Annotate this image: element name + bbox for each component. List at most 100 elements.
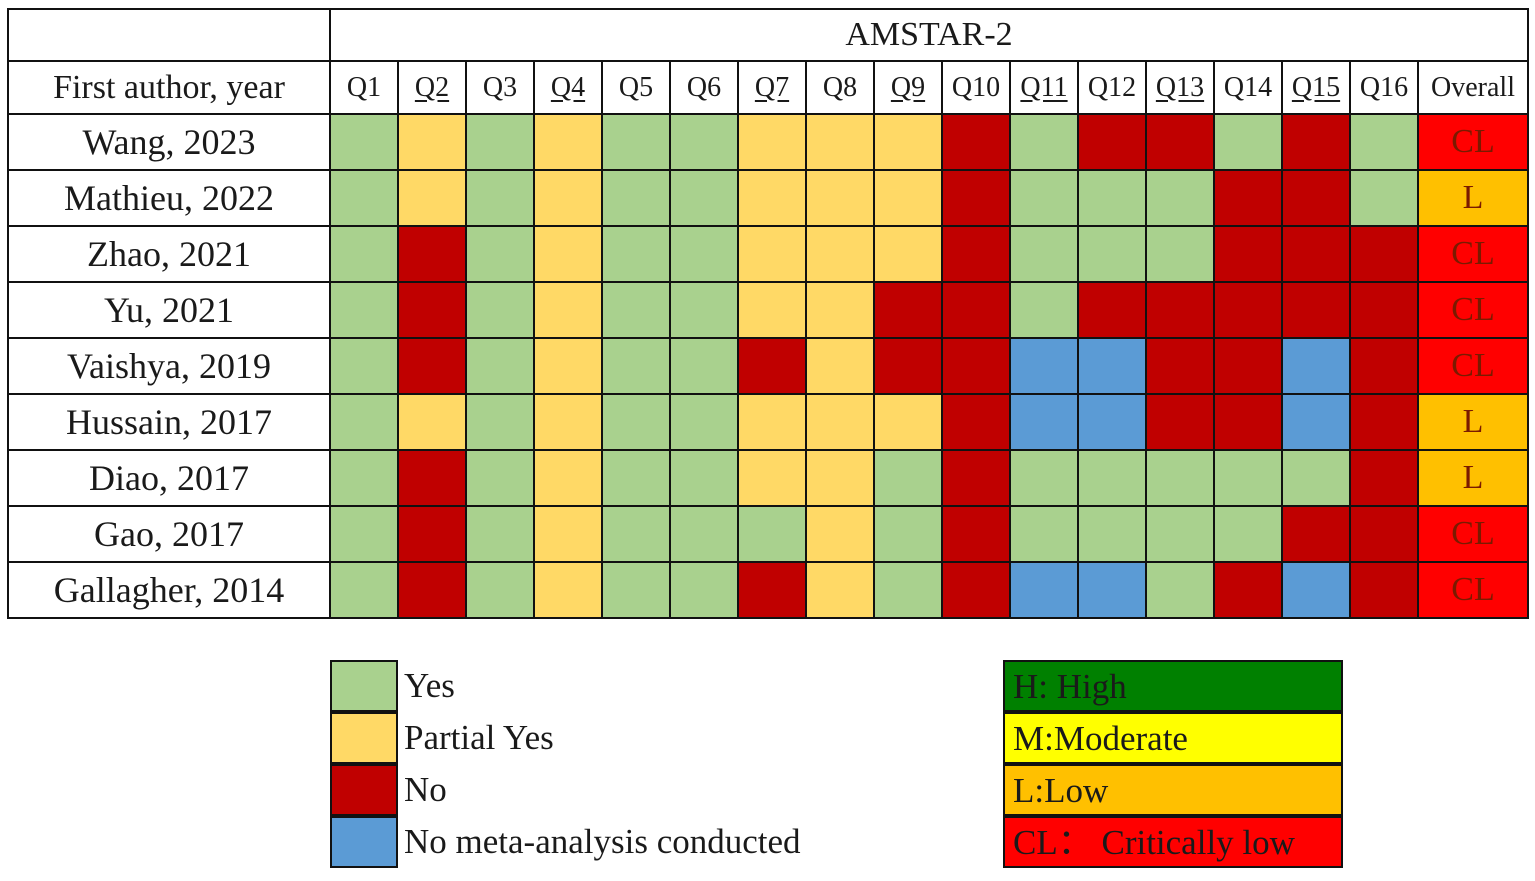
column-label: Q14 [1223,71,1273,103]
author-cell: Wang, 2023 [7,113,331,171]
rating-cell [397,113,467,171]
author-label: Gao, 2017 [94,514,244,554]
author-cell: Zhao, 2021 [7,225,331,283]
author-label: Gallagher, 2014 [53,570,285,610]
rating-cell [669,449,739,507]
column-header-q10: Q10 [941,60,1011,115]
rating-cell [1281,169,1351,227]
rating-cell [1145,561,1215,619]
rating-cell [1145,113,1215,171]
rating-cell [533,225,603,283]
rating-cell [1213,169,1283,227]
column-header-q15: Q15 [1281,60,1351,115]
column-header-q4: Q4 [533,60,603,115]
rating-cell [737,281,807,339]
rating-cell [941,449,1011,507]
legend-swatch-py [330,712,398,764]
rating-cell [1349,225,1419,283]
author-cell: Vaishya, 2019 [7,337,331,395]
rating-cell [397,169,467,227]
rating-cell [1281,225,1351,283]
rating-cell [1077,393,1147,451]
rating-cell [1281,449,1351,507]
rating-cell [1281,393,1351,451]
rating-cell [533,505,603,563]
column-label: Q8 [822,71,858,103]
rating-cell [1145,505,1215,563]
legend-label: No meta-analysis conducted [404,822,801,861]
rating-cell [669,169,739,227]
overall-label: L [1462,459,1484,496]
rating-cell [1281,113,1351,171]
author-cell: Diao, 2017 [7,449,331,507]
author-cell: Mathieu, 2022 [7,169,331,227]
author-cell: Yu, 2021 [7,281,331,339]
rating-cell [1077,225,1147,283]
rating-cell [1145,393,1215,451]
legend-swatch-y [330,660,398,712]
rating-cell [1077,113,1147,171]
rating-cell [1349,449,1419,507]
rating-cell [1077,561,1147,619]
overall-cell: CL [1417,505,1529,563]
rating-cell [1145,169,1215,227]
row-header-cell: First author, year [7,60,331,115]
rating-legend-l: L:Low [1003,764,1343,816]
column-label: Q4 [550,71,586,103]
rating-legend-cl: CL： Critically low [1003,816,1343,868]
rating-cell [1281,505,1351,563]
author-label: Mathieu, 2022 [64,178,274,218]
rating-cell [873,561,943,619]
rating-cell [1009,561,1079,619]
rating-cell [465,225,535,283]
overall-cell: CL [1417,113,1529,171]
rating-cell [669,561,739,619]
rating-cell [465,505,535,563]
rating-cell [1145,225,1215,283]
column-label: Q7 [754,71,790,103]
rating-cell [397,561,467,619]
rating-cell [737,505,807,563]
rating-cell [941,281,1011,339]
overall-label: L [1462,403,1484,440]
rating-cell [601,505,671,563]
overall-label: CL [1451,347,1495,384]
rating-cell [873,113,943,171]
column-header-q2: Q2 [397,60,467,115]
rating-cell [533,561,603,619]
rating-legend-h: H: High [1003,660,1343,712]
overall-cell: CL [1417,225,1529,283]
rating-cell [873,281,943,339]
overall-cell: CL [1417,281,1529,339]
rating-cell [1145,281,1215,339]
rating-cell [397,225,467,283]
column-label: Q6 [686,71,722,103]
title-cell: AMSTAR-2 [329,8,1529,62]
column-label: Q10 [951,71,1001,103]
rating-cell [737,169,807,227]
overall-cell: CL [1417,561,1529,619]
rating-cell [397,505,467,563]
overall-label: L [1462,179,1484,216]
rating-cell [1077,337,1147,395]
rating-cell [329,169,399,227]
rating-cell [805,561,875,619]
author-cell: Gallagher, 2014 [7,561,331,619]
rating-cell [465,561,535,619]
column-label: Q5 [618,71,654,103]
overall-cell: L [1417,169,1529,227]
rating-cell [805,225,875,283]
author-label: Diao, 2017 [89,458,249,498]
rating-cell [329,281,399,339]
column-label: Q11 [1020,71,1068,103]
rating-cell [1213,505,1283,563]
legend-label: No [404,770,447,809]
rating-cell [1009,113,1079,171]
overall-cell: L [1417,393,1529,451]
rating-cell [329,561,399,619]
author-label: Vaishya, 2019 [67,346,271,386]
rating-cell [669,225,739,283]
rating-cell [533,113,603,171]
column-header-q8: Q8 [805,60,875,115]
column-header-q12: Q12 [1077,60,1147,115]
